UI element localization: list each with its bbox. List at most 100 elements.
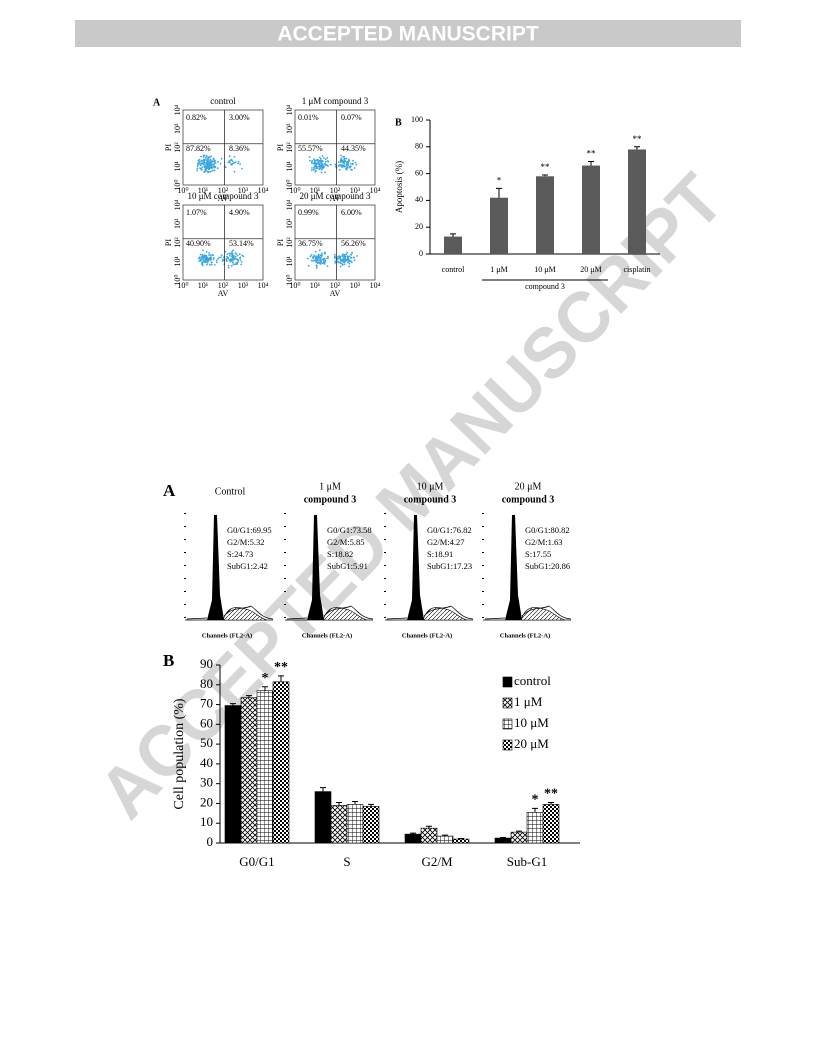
dot: [241, 167, 244, 170]
dot: [202, 249, 204, 252]
dot: [324, 259, 327, 262]
bar: [314, 791, 332, 844]
dot: [206, 157, 208, 160]
y-tick-label: 10³: [285, 218, 294, 229]
quadrant-value: 1.07%: [186, 208, 207, 217]
error-bar: [368, 803, 374, 807]
x-tick-label: 10⁰: [177, 281, 188, 290]
quadrant-value: 3.00%: [229, 113, 250, 122]
y-axis-label: PI: [276, 144, 285, 151]
stat-text: SubG1:2.42: [227, 561, 268, 571]
dot: [209, 254, 212, 256]
dot: [345, 168, 348, 171]
dot: [211, 169, 214, 172]
quadrant-value: 0.01%: [298, 113, 319, 122]
dot: [352, 162, 354, 165]
x-tick-label: 10⁰: [289, 281, 300, 290]
dot: [348, 265, 350, 268]
stat-text: S:18.91: [427, 549, 453, 559]
dot: [326, 160, 329, 162]
dot: [209, 161, 212, 164]
bar: [452, 838, 470, 844]
dot: [210, 155, 213, 158]
dot: [322, 165, 325, 168]
x-axis-label: Channels (FL2-A): [202, 632, 252, 639]
quadrant-value: 36.75%: [298, 239, 323, 248]
dot: [352, 159, 354, 162]
dot: [356, 255, 358, 257]
dot: [313, 159, 316, 162]
dot: [338, 164, 340, 167]
dot: [339, 265, 342, 268]
quadrant-value: 0.07%: [341, 113, 362, 122]
dot: [220, 157, 223, 160]
x-axis-label: Channels (FL2-A): [302, 632, 352, 639]
dot: [229, 258, 232, 260]
bar: [526, 812, 544, 844]
y-tick-label: 80: [200, 676, 213, 691]
group-label: compound 3: [525, 282, 565, 291]
dot: [316, 260, 319, 262]
dot: [198, 163, 201, 165]
dot: [346, 163, 349, 166]
y-tick-label: 10⁴: [173, 199, 182, 210]
y-tick-label: 10⁰: [285, 179, 294, 190]
stat-text: SubG1:20.86: [525, 561, 570, 571]
y-tick-label: 60: [415, 168, 423, 177]
dot: [209, 159, 212, 162]
plot-frame: [182, 204, 264, 281]
dot: [318, 258, 320, 260]
dot: [318, 163, 321, 166]
dot: [227, 264, 230, 267]
dot: [199, 253, 202, 256]
dot: [228, 161, 231, 164]
error-bar: [450, 233, 456, 237]
dot: [212, 160, 215, 163]
error-bar: [588, 161, 594, 166]
dot: [316, 265, 318, 268]
dot: [227, 257, 229, 259]
dot: [240, 263, 243, 266]
quadrant-value: 4.90%: [229, 208, 250, 217]
dot: [338, 168, 341, 171]
histogram-hatch: [322, 607, 368, 621]
stat-text: G2/M:4.27: [427, 537, 465, 547]
x-axis-label: Channels (FL2-A): [402, 632, 452, 639]
histogram-line: [386, 605, 474, 620]
bar: [272, 681, 290, 844]
dot: [340, 164, 343, 166]
dot: [197, 163, 199, 166]
quadrant-value: 8.36%: [229, 144, 250, 153]
dot: [334, 163, 337, 166]
plot-frame: [294, 109, 376, 186]
legend-label: 20 μM: [514, 736, 549, 751]
dot: [350, 253, 352, 256]
dot: [319, 156, 321, 159]
dot: [234, 161, 237, 164]
dot: [227, 161, 230, 164]
quadrant-value: 0.99%: [298, 208, 319, 217]
dot: [233, 156, 236, 158]
dot: [343, 253, 346, 256]
dot: [205, 251, 208, 253]
x-tick-label: 10⁴: [258, 186, 269, 195]
dot: [342, 256, 345, 259]
dot: [326, 265, 329, 267]
dot: [319, 159, 322, 162]
dot: [326, 257, 328, 260]
dot: [341, 255, 344, 257]
dot: [340, 154, 342, 157]
y-tick-label: 0: [207, 834, 214, 849]
dot: [346, 255, 349, 258]
stat-text: G0/G1:69.95: [227, 525, 272, 535]
bar: [330, 805, 348, 844]
dot: [341, 166, 344, 169]
x-tick-label: G0/G1: [239, 854, 274, 869]
legend-swatch: [502, 718, 513, 730]
dot: [210, 163, 213, 166]
y-tick-label: 80: [415, 142, 423, 151]
dot: [226, 253, 229, 256]
y-tick-label: 10¹: [173, 160, 182, 171]
dot: [203, 165, 206, 168]
significance: **: [633, 134, 643, 144]
